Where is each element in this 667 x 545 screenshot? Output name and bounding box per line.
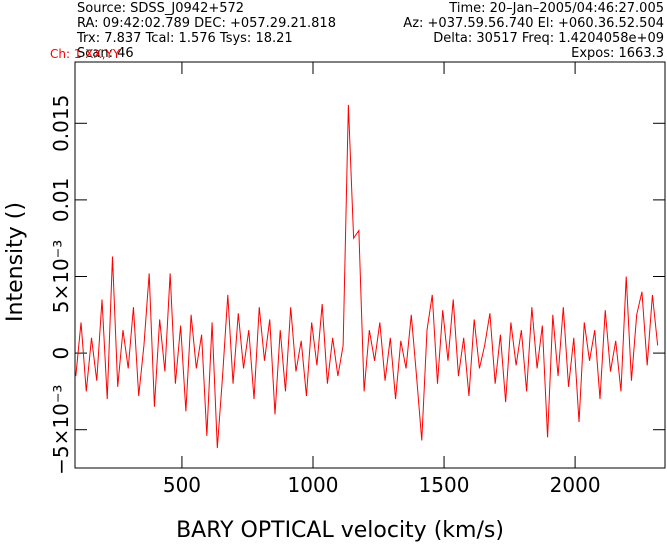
y-tick-label: −5×10⁻³ bbox=[49, 385, 73, 475]
y-tick-label: 0 bbox=[49, 347, 73, 360]
y-tick-label: 0.015 bbox=[49, 95, 73, 152]
x-tick-label: 2000 bbox=[550, 473, 601, 497]
header-right: Delta: 30517 Freq: 1.4204058e+09 bbox=[433, 31, 664, 46]
header-right: Time: 20–Jan–2005/04:46:27.005 bbox=[448, 1, 664, 16]
header-left: RA: 09:42:02.789 DEC: +057.29.21.818 bbox=[77, 16, 336, 31]
x-axis-label: BARY OPTICAL velocity (km/s) bbox=[176, 518, 504, 543]
x-tick-label: 1500 bbox=[419, 473, 470, 497]
y-tick-label: 0.01 bbox=[49, 178, 73, 223]
y-axis-label: Intensity () bbox=[3, 202, 28, 322]
header-left: Trx: 7.837 Tcal: 1.576 Tsys: 18.21 bbox=[76, 31, 293, 46]
x-tick-label: 1000 bbox=[288, 473, 339, 497]
header-left: Scan: 46 bbox=[77, 46, 134, 61]
header-right: Az: +037.59.56.740 El: +060.36.52.504 bbox=[403, 16, 664, 31]
header-right: Expos: 1663.3 bbox=[571, 46, 664, 61]
annotation: Ch: 1 XX,YY bbox=[50, 47, 121, 61]
x-tick-label: 500 bbox=[163, 473, 201, 497]
y-tick-label: 5×10⁻³ bbox=[49, 240, 73, 314]
spectrum-line bbox=[75, 104, 659, 449]
header-left: Source: SDSS_J0942+572 bbox=[77, 1, 244, 16]
plot-frame bbox=[74, 61, 666, 469]
